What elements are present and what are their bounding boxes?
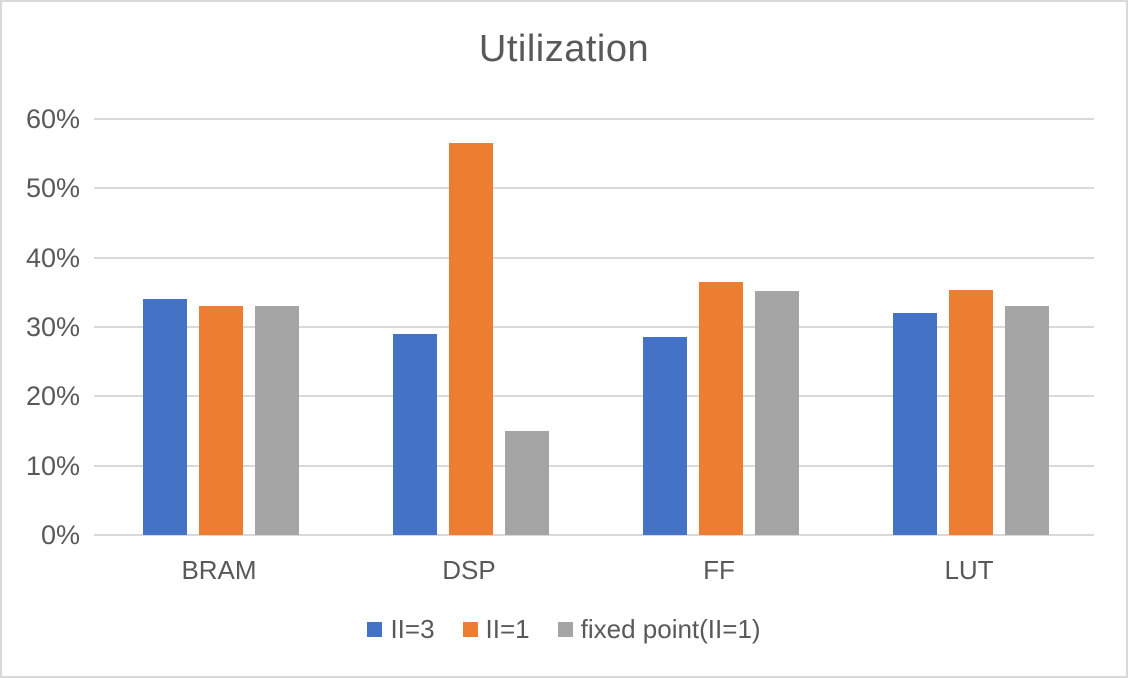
x-category-label: DSP: [442, 555, 496, 585]
legend-label: fixed point(II=1): [580, 614, 761, 644]
bar-lut-series-0: [893, 313, 937, 535]
bar-ff-series-1: [699, 281, 743, 535]
gridline: [94, 464, 1094, 467]
y-tick-label: 60%: [25, 104, 80, 134]
gridline: [94, 326, 1094, 328]
x-category-label: FF: [703, 555, 735, 585]
legend-item: fixed point(II=1): [557, 614, 761, 645]
legend-swatch-icon: [367, 622, 383, 637]
y-tick-label: 10%: [25, 450, 80, 481]
legend-label: II=3: [390, 614, 435, 644]
bar-lut-series-2: [1005, 306, 1049, 535]
bar-dsp-series-2: [505, 431, 549, 535]
y-tick-label: 40%: [25, 242, 80, 273]
bar-dsp-series-1: [449, 143, 493, 535]
x-category-label: BRAM: [181, 555, 257, 585]
gridline: [94, 395, 1094, 398]
legend-label: II=1: [485, 614, 530, 644]
legend-item: II=3: [367, 614, 435, 645]
y-tick-label: 50%: [25, 173, 80, 204]
bar-bram-series-1: [199, 306, 243, 535]
legend-swatch-icon: [462, 622, 478, 637]
x-category-label: LUT: [944, 555, 994, 585]
y-tick-label: 30%: [25, 312, 80, 342]
gridline: [94, 534, 1094, 536]
bar-bram-series-2: [255, 306, 299, 535]
legend-swatch-icon: [557, 622, 573, 637]
bar-lut-series-1: [949, 290, 993, 535]
bar-dsp-series-0: [393, 333, 437, 535]
y-tick-label: 20%: [25, 381, 80, 412]
plot-area: [94, 118, 1094, 536]
gridline: [94, 256, 1094, 259]
bar-ff-series-2: [755, 290, 799, 535]
chart-title: Utilization: [478, 28, 650, 70]
y-tick-label: 0%: [40, 520, 80, 550]
gridline: [94, 118, 1094, 120]
bar-bram-series-0: [143, 299, 187, 535]
legend-item: II=1: [462, 614, 530, 645]
legend: II=3 II=1 fixed point(II=1): [2, 614, 1126, 645]
gridline: [94, 187, 1094, 190]
bar-ff-series-0: [643, 337, 687, 535]
